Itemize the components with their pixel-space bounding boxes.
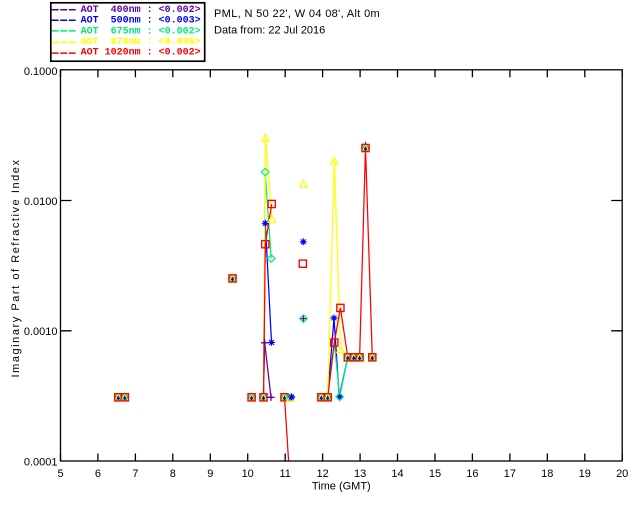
svg-text:0.0001: 0.0001 (24, 456, 58, 468)
svg-text:16: 16 (466, 468, 478, 480)
svg-text:Imaginary Part of Refractive I: Imaginary Part of Refractive Index (10, 159, 22, 378)
svg-text:AOT 675nm : <0.002>: AOT 675nm : <0.002> (81, 26, 201, 37)
svg-text:AOT 500nm : <0.003>: AOT 500nm : <0.003> (81, 16, 201, 27)
svg-text:6: 6 (95, 468, 101, 480)
svg-text:AOT 870nm : <0.006>: AOT 870nm : <0.006> (81, 37, 201, 48)
svg-text:AOT 400nm : <0.002>: AOT 400nm : <0.002> (81, 5, 201, 16)
svg-text:AOT 1020nm : <0.002>: AOT 1020nm : <0.002> (81, 48, 201, 59)
svg-text:0.0100: 0.0100 (24, 196, 58, 208)
svg-text:13: 13 (354, 468, 366, 480)
svg-text:10: 10 (242, 468, 254, 480)
svg-text:0.1000: 0.1000 (24, 66, 58, 78)
svg-text:Data from: 22 Jul 2016: Data from: 22 Jul 2016 (214, 25, 325, 37)
svg-text:18: 18 (541, 468, 553, 480)
svg-text:11: 11 (279, 468, 290, 480)
svg-text:14: 14 (391, 468, 403, 480)
svg-text:5: 5 (57, 468, 63, 480)
svg-text:19: 19 (579, 468, 591, 480)
svg-text:17: 17 (504, 468, 516, 480)
svg-text:9: 9 (207, 468, 213, 480)
svg-text:12: 12 (316, 468, 328, 480)
svg-text:8: 8 (170, 468, 176, 480)
svg-text:7: 7 (132, 468, 138, 480)
svg-text:15: 15 (429, 468, 441, 480)
svg-text:0.0010: 0.0010 (24, 326, 58, 338)
svg-text:20: 20 (616, 468, 628, 480)
svg-text:Time (GMT): Time (GMT) (312, 481, 371, 493)
svg-text:PML, N 50 22', W 04 08', Alt 0: PML, N 50 22', W 04 08', Alt 0m (214, 8, 380, 20)
